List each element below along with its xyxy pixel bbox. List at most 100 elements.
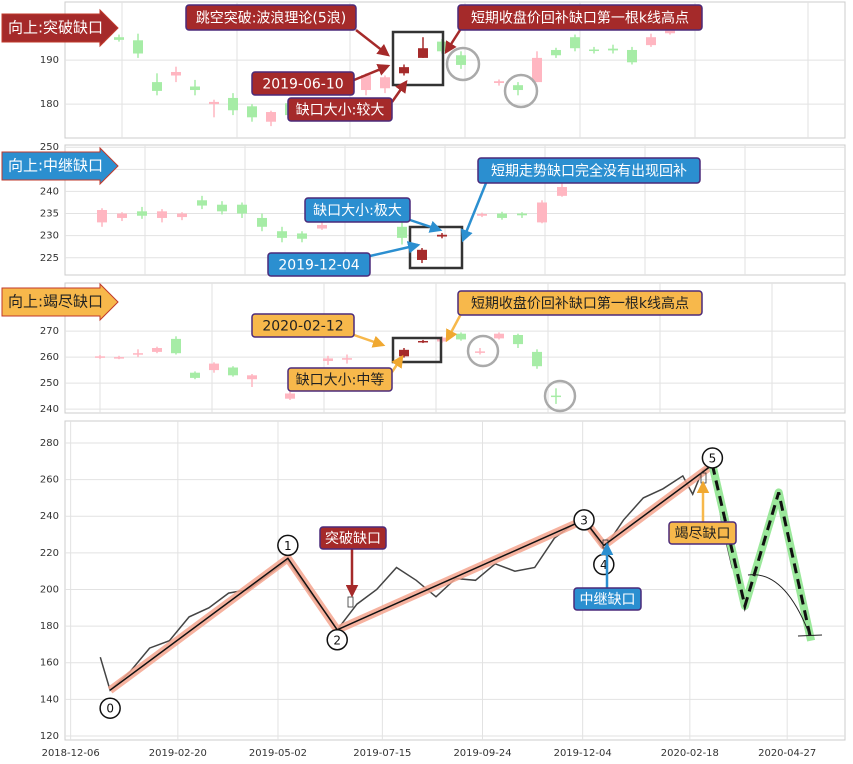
y-tick-label: 240 xyxy=(40,404,59,415)
candle-body xyxy=(171,338,181,354)
y-tick-label: 225 xyxy=(40,253,59,264)
x-tick-label: 2019-09-24 xyxy=(453,748,511,759)
panel-frame xyxy=(64,144,846,276)
candle-body xyxy=(209,101,219,105)
candle-body xyxy=(152,348,162,352)
candle-body xyxy=(257,217,267,227)
annotation-box xyxy=(251,313,355,338)
wave-pivot xyxy=(326,629,348,651)
annotation-arrow xyxy=(355,29,390,57)
candle-body xyxy=(157,211,167,218)
annotation-arrow xyxy=(353,64,391,82)
candle-body xyxy=(266,112,276,122)
candle-body xyxy=(380,77,390,89)
y-tick-label: 220 xyxy=(40,548,59,559)
candle-body xyxy=(397,226,407,238)
candle-body xyxy=(237,204,247,214)
annotation-box xyxy=(185,4,357,31)
candle-body xyxy=(361,75,371,91)
candle-body xyxy=(418,48,428,58)
candle-body xyxy=(646,37,656,46)
wave-label: 1 xyxy=(284,539,292,553)
candle-body xyxy=(494,81,504,83)
wave-label: 0 xyxy=(106,702,114,716)
annotation-box xyxy=(573,587,642,611)
candle-body xyxy=(95,356,105,358)
candle-body xyxy=(494,333,504,339)
candle-body xyxy=(133,40,143,54)
y-tick-label: 240 xyxy=(40,511,59,522)
y-tick-label: 270 xyxy=(40,326,59,337)
candle-body xyxy=(551,395,561,398)
annotation-text: 短期走势缺口完全没有出现回补 xyxy=(491,163,687,180)
candle-body xyxy=(247,106,257,118)
candle-body xyxy=(399,67,409,74)
panel-frame xyxy=(64,282,846,414)
candle-body xyxy=(477,213,487,216)
candle-body xyxy=(217,204,227,212)
panel-title: 向上:突破缺口 xyxy=(8,19,103,37)
annotation-arrow xyxy=(445,311,464,343)
x-tick-label: 2019-07-15 xyxy=(353,748,411,759)
candle-body xyxy=(190,86,200,91)
annotation-arrow xyxy=(460,182,488,243)
candle-body xyxy=(177,213,187,218)
candle-body xyxy=(171,71,181,76)
y-tick-label: 260 xyxy=(40,352,59,363)
candle-body xyxy=(475,351,485,353)
y-tick-label: 250 xyxy=(40,142,59,153)
annotation-box xyxy=(251,71,355,96)
annotation-arrow xyxy=(444,26,464,55)
candle-body xyxy=(209,363,219,371)
candle-body xyxy=(228,97,238,111)
candle-body xyxy=(114,357,124,359)
wave-line xyxy=(109,464,713,691)
candle-body xyxy=(497,213,507,218)
x-tick-label: 2019-12-04 xyxy=(554,748,612,759)
y-tick-label: 120 xyxy=(40,731,59,742)
y-tick-label: 180 xyxy=(40,621,59,632)
x-tick-label: 2018-12-06 xyxy=(42,748,100,759)
candle-body xyxy=(137,211,147,216)
annotation-text: 跳空突破:波浪理论(5浪) xyxy=(196,11,347,27)
candle-body xyxy=(323,358,333,361)
y-tick-label: 200 xyxy=(40,584,59,595)
annotation-text: 竭尽缺口 xyxy=(675,526,731,542)
y-tick-label: 180 xyxy=(40,99,59,110)
y-tick-label: 230 xyxy=(40,231,59,242)
wave-label: 2 xyxy=(333,633,341,647)
y-tick-label: 235 xyxy=(40,209,59,220)
panel-frame xyxy=(64,1,846,139)
annotation-box xyxy=(287,97,393,122)
annotation-box xyxy=(319,526,387,550)
candle-body xyxy=(456,55,466,65)
panel-tag xyxy=(1,8,119,48)
y-tick-label: 160 xyxy=(40,658,59,669)
candle-body xyxy=(532,351,542,367)
annotation-arrow xyxy=(369,241,421,258)
candle-body xyxy=(537,202,547,223)
annotation-box xyxy=(457,290,703,316)
candle-body xyxy=(570,37,580,49)
x-tick-label: 2019-02-20 xyxy=(149,748,207,759)
y-tick-label: 260 xyxy=(40,475,59,486)
annotation-text: 短期收盘价回补缺口第一根k线高点 xyxy=(471,10,689,27)
candle-body xyxy=(190,372,200,378)
candle-body xyxy=(557,187,567,196)
y-tick-label: 190 xyxy=(40,55,59,66)
candle-body xyxy=(97,210,107,223)
annotation-box xyxy=(457,4,703,31)
annotation-arrow xyxy=(390,354,404,373)
y-tick-label: 280 xyxy=(40,438,59,449)
wave-pivot xyxy=(573,509,595,531)
annotation-text: 缺口大小:较大 xyxy=(296,103,385,119)
candle-body xyxy=(133,353,143,355)
candle-body xyxy=(437,234,447,237)
annotation-text: 2019-06-10 xyxy=(262,77,343,93)
annotation-box xyxy=(304,197,411,223)
candle-body xyxy=(285,393,295,399)
x-tick-label: 2019-05-02 xyxy=(249,748,307,759)
y-tick-label: 140 xyxy=(40,694,59,705)
candle-body xyxy=(152,82,162,91)
annotation-text: 缺口大小:极大 xyxy=(313,203,402,219)
